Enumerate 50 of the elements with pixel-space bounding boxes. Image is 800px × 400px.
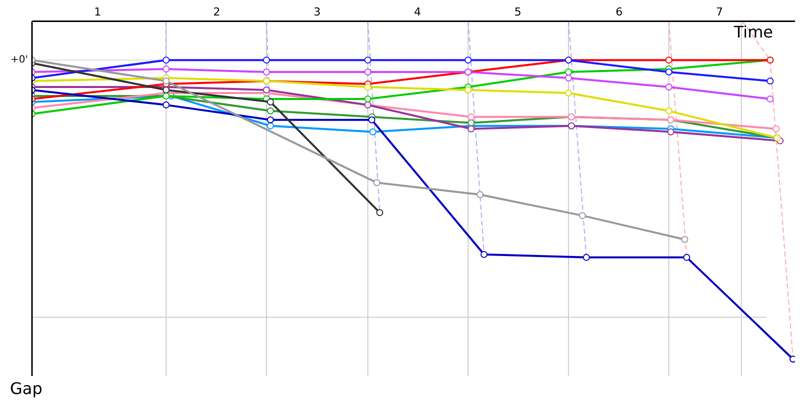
point: [364, 95, 372, 102]
x-tick-label: 7: [716, 5, 723, 18]
point: [480, 250, 488, 258]
x-axis-title: Time: [732, 22, 773, 42]
point: [665, 68, 672, 76]
point: [464, 56, 472, 64]
point: [162, 101, 170, 108]
point: [368, 116, 376, 124]
point: [262, 86, 270, 94]
point: [665, 107, 672, 114]
y-axis-title: Gap: [10, 379, 42, 398]
point: [578, 212, 586, 220]
point: [162, 56, 170, 64]
point: [564, 74, 572, 82]
point: [373, 179, 380, 186]
x-tick-label: 4: [414, 5, 421, 18]
point: [772, 125, 780, 132]
point: [262, 68, 270, 76]
point: [376, 209, 384, 216]
point: [262, 56, 270, 64]
x-tick-label: 3: [314, 5, 321, 18]
point: [681, 236, 688, 243]
point: [683, 254, 690, 261]
point: [364, 83, 372, 90]
ref-line-label: +0': [10, 54, 28, 66]
point: [766, 78, 774, 85]
point: [162, 78, 170, 85]
x-tick-label: 5: [514, 5, 522, 18]
point: [476, 191, 484, 198]
point: [766, 95, 774, 102]
x-tick-label: 1: [94, 5, 102, 18]
point: [665, 83, 672, 90]
point: [266, 107, 274, 114]
point: [266, 98, 274, 106]
point: [369, 128, 376, 136]
x-tick-label: 2: [213, 5, 220, 18]
point: [364, 68, 372, 76]
point: [468, 113, 475, 120]
point: [582, 254, 590, 261]
point: [468, 125, 475, 132]
point: [464, 86, 472, 94]
point: [564, 89, 572, 96]
point: [667, 128, 674, 136]
point: [266, 116, 274, 124]
point: [364, 56, 372, 64]
point: [162, 66, 170, 73]
point: [266, 122, 274, 130]
point: [564, 68, 572, 76]
x-tick-label: 6: [616, 5, 623, 18]
point: [665, 56, 672, 64]
